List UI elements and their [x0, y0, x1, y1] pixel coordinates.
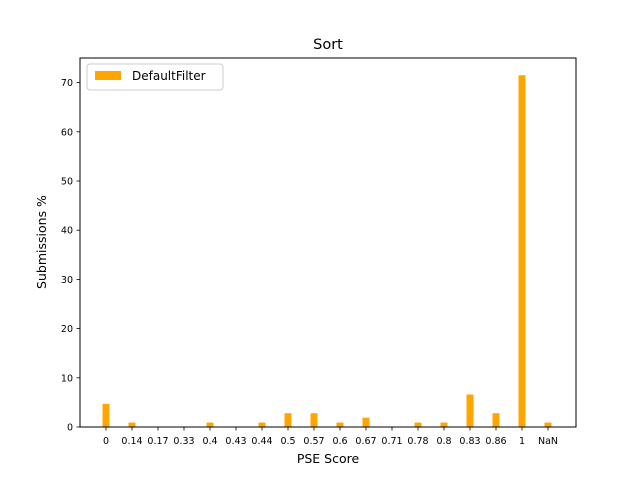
x-tick-label: 1 [519, 436, 525, 447]
bar-0.83 [466, 394, 474, 427]
legend: DefaultFilter [86, 63, 224, 91]
bar-0.4 [206, 422, 214, 427]
x-tick-label: 0.57 [303, 436, 324, 447]
x-tick-label: 0.67 [355, 436, 376, 447]
y-tick-label: 30 [61, 275, 73, 286]
bar-0.8 [440, 422, 448, 427]
x-tick-label: 0.44 [251, 436, 272, 447]
x-tick-label: 0.14 [121, 436, 142, 447]
legend-swatch [95, 71, 121, 80]
bar-0.5 [284, 413, 292, 427]
bar-0.57 [310, 413, 318, 427]
bar-0.14 [128, 422, 136, 427]
x-tick-label: 0.43 [225, 436, 246, 447]
bar-NaN [544, 422, 552, 427]
bar-1 [518, 75, 526, 427]
y-axis-label: Submissions % [34, 195, 49, 289]
x-axis-ticks: 0 0.14 0.17 0.33 0.4 0.43 0.44 0.5 0.57 0.6 0.67 0.… [103, 427, 558, 447]
chart-title: Sort [313, 37, 343, 53]
x-tick-label: 0.4 [202, 436, 217, 447]
x-tick-label: 0.6 [332, 436, 347, 447]
x-tick-label: 0.83 [459, 436, 480, 447]
y-tick-label: 20 [61, 324, 73, 335]
bar-0 [102, 403, 110, 427]
x-tick-label: 0.33 [173, 436, 194, 447]
bar-0.44 [258, 422, 266, 427]
legend-box [86, 63, 224, 91]
x-tick-label: 0.5 [280, 436, 295, 447]
x-tick-label: 0.17 [147, 436, 168, 447]
y-tick-label: 10 [61, 373, 73, 384]
y-tick-label: 40 [61, 226, 73, 237]
x-tick-label: 0.71 [381, 436, 402, 447]
x-axis-label: PSE Score [297, 451, 360, 466]
y-tick-label: 60 [61, 127, 73, 138]
x-tick-label: NaN [538, 436, 558, 447]
bar-0.6 [336, 422, 344, 427]
y-axis-ticks: 0 10 20 30 40 50 60 70 [61, 78, 80, 434]
legend-label: DefaultFilter [132, 69, 206, 83]
plot-frame [79, 57, 577, 428]
x-tick-label: 0.78 [407, 436, 428, 447]
bar-0.86 [492, 413, 500, 427]
bars-group [102, 75, 552, 427]
y-tick-label: 0 [67, 423, 73, 434]
bar-0.67 [362, 417, 370, 427]
y-tick-label: 70 [61, 78, 73, 89]
x-tick-label: 0.86 [485, 436, 506, 447]
plot-area [80, 58, 576, 427]
x-tick-label: 0 [103, 436, 109, 447]
bar-0.78 [414, 422, 422, 427]
x-tick-label: 0.8 [436, 436, 451, 447]
y-tick-label: 50 [61, 177, 73, 188]
